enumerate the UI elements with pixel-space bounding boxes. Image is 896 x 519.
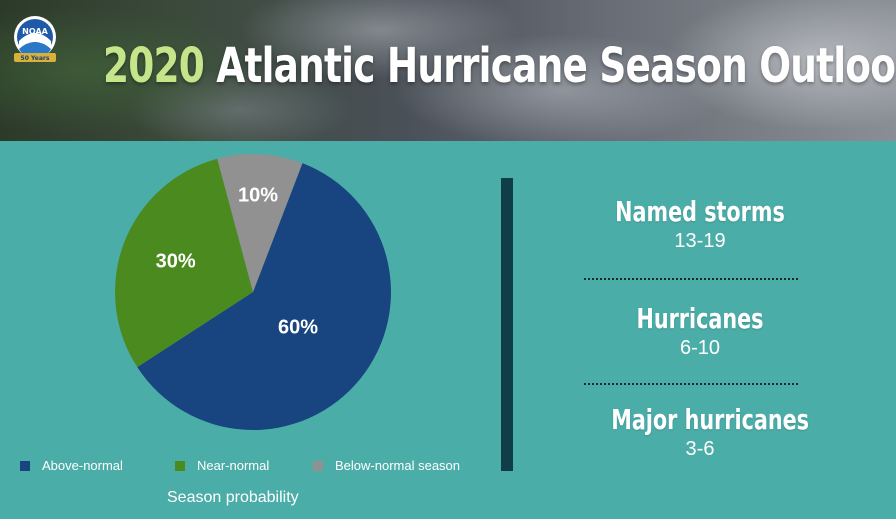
logo-ribbon-text: 50 Years: [21, 55, 50, 62]
pie-chart-svg: [115, 154, 391, 430]
legend-swatch: [175, 460, 185, 471]
page-title: 2020 Atlantic Hurricane Season Outlook: [102, 38, 896, 94]
stat-major-hurricanes: Major hurricanes 3-6: [580, 403, 820, 461]
stat-hurricanes: Hurricanes 6-10: [580, 302, 820, 360]
pie-chart: 60% 30% 10%: [0, 141, 500, 519]
pie-slice-below-normal-season: [217, 154, 303, 292]
legend-swatch: [313, 460, 323, 471]
logo-text: NOAA: [22, 27, 48, 36]
stat-title: Named storms: [615, 195, 785, 228]
title-text: Atlantic Hurricane Season Outlook: [216, 38, 896, 94]
chart-caption: Season probability: [167, 489, 299, 506]
stat-value: 3-6: [685, 438, 715, 460]
legend-label: Below-normal season: [335, 458, 461, 473]
pie-slice-label: 30%: [155, 250, 196, 273]
pie-slice-above-normal: [137, 163, 391, 430]
stat-named-storms: Named storms 13-19: [580, 195, 820, 253]
title-year: 2020: [102, 38, 205, 94]
legend-item: Below-normal season: [313, 458, 460, 473]
stat-title: Major hurricanes: [611, 403, 810, 436]
header-banner: NOAA 50 Years 2020 Atlantic Hurricane Se…: [0, 0, 896, 141]
legend-swatch: [20, 460, 30, 471]
pie-slice-label: 60%: [278, 316, 319, 339]
legend-item: Near-normal: [175, 458, 269, 473]
legend-label: Above-normal: [42, 458, 123, 473]
pie-slice-label: 10%: [238, 184, 279, 207]
dotted-separator: [584, 383, 798, 385]
pie-slice-near-normal: [115, 158, 253, 368]
vertical-divider: [501, 178, 513, 471]
legend-item: Above-normal: [20, 458, 123, 473]
stat-title: Hurricanes: [636, 302, 764, 335]
stat-value: 6-10: [679, 337, 721, 359]
stat-value: 13-19: [674, 230, 726, 252]
dotted-separator: [584, 278, 798, 280]
noaa-logo: NOAA 50 Years: [14, 16, 56, 62]
legend-label: Near-normal: [197, 458, 270, 473]
